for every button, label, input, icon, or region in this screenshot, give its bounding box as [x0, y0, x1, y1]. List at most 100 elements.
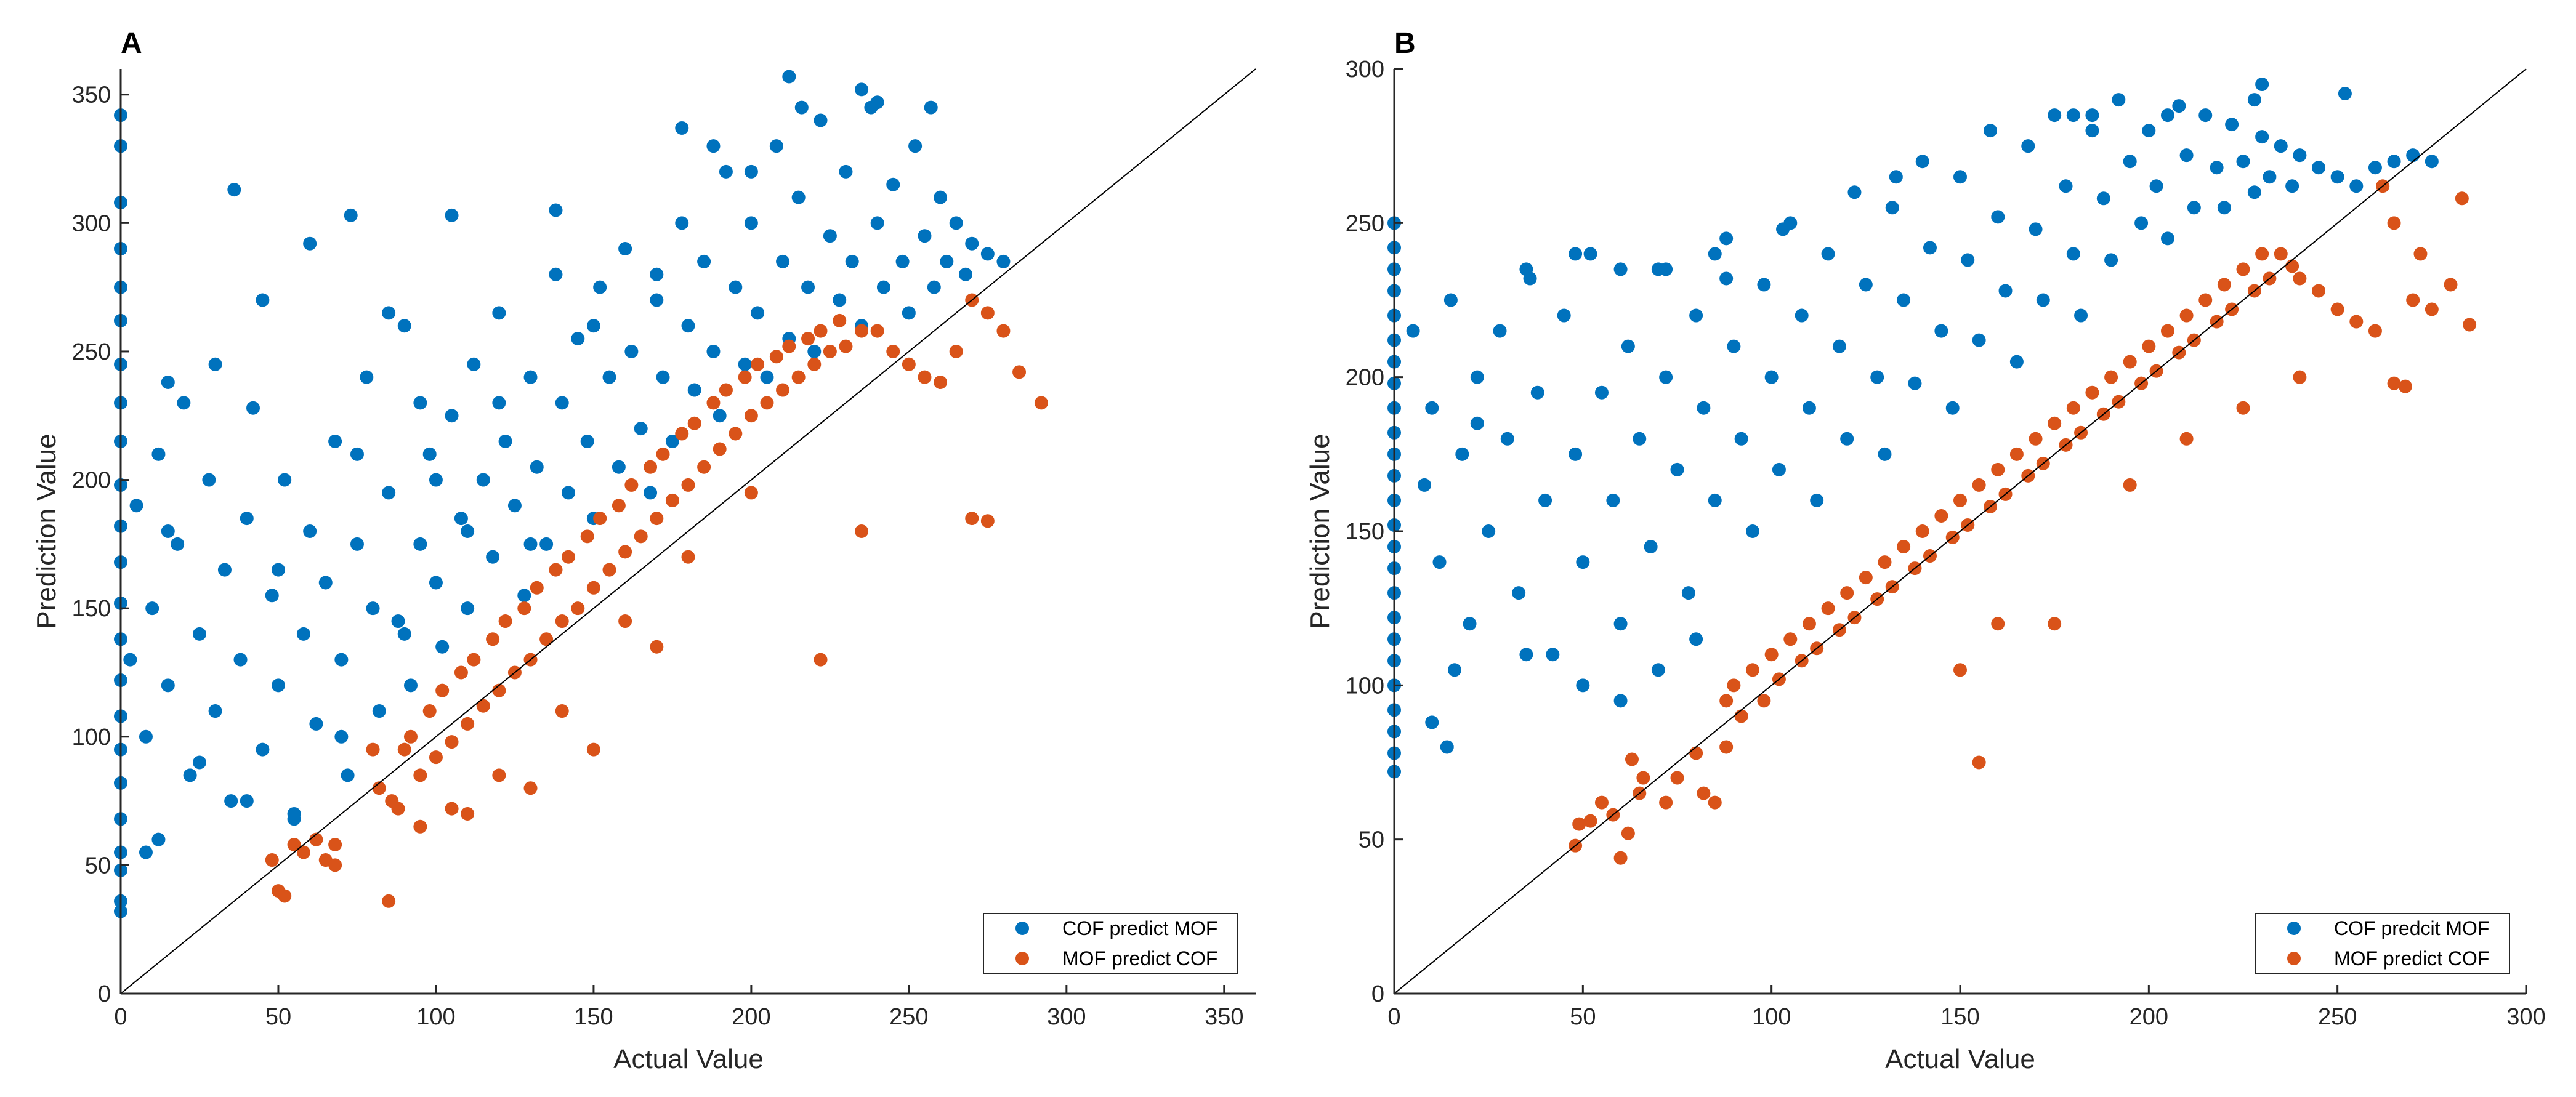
data-point [801, 332, 815, 346]
data-point [1659, 795, 1673, 810]
data-point [1443, 293, 1458, 307]
data-point [2255, 78, 2269, 92]
data-point [309, 832, 323, 846]
data-point [593, 280, 607, 294]
data-point [1572, 817, 1586, 831]
data-point [2085, 385, 2099, 400]
data-point [1991, 462, 2005, 476]
data-point [2263, 170, 2277, 184]
data-point [833, 293, 847, 307]
data-point [706, 344, 721, 358]
data-point [2255, 130, 2269, 144]
data-point [2312, 161, 2326, 175]
data-point [996, 254, 1011, 268]
panel-a-y-tick-label: 100 [72, 725, 111, 750]
data-point [1897, 293, 1911, 307]
data-point [2274, 247, 2288, 261]
data-point [2368, 161, 2382, 175]
data-point [634, 529, 648, 544]
panel-a-x-tick-label: 300 [1047, 1004, 1086, 1030]
data-point [902, 306, 916, 320]
data-point [2312, 284, 2326, 298]
data-point [1847, 185, 1862, 199]
panel-a-y-tick-label: 200 [72, 468, 111, 494]
data-point [1810, 493, 1824, 507]
data-point [555, 396, 569, 410]
panel-b-y-ticks: 0 50 100 150 200 250 300 [1346, 57, 1403, 1007]
data-point [713, 409, 727, 423]
data-point [1734, 709, 1748, 723]
data-point [233, 653, 248, 667]
data-point [2123, 155, 2137, 169]
data-point [2406, 148, 2420, 163]
data-point [650, 293, 664, 307]
panel-b-x-tick-label: 150 [1940, 1004, 1979, 1030]
data-point [2387, 155, 2401, 169]
data-point [823, 344, 837, 358]
data-point [454, 665, 468, 680]
data-point [2293, 271, 2307, 286]
data-point [1953, 493, 1967, 507]
data-point [687, 416, 701, 430]
data-point [1821, 247, 1835, 261]
data-point [2285, 179, 2299, 193]
data-point [492, 306, 506, 320]
data-point [2236, 401, 2250, 415]
data-point [650, 267, 664, 281]
data-point [382, 306, 396, 320]
data-point [612, 460, 626, 474]
data-point [303, 524, 317, 538]
data-point [644, 460, 658, 474]
data-point [886, 177, 900, 191]
data-point [769, 139, 783, 153]
data-point [1659, 370, 1673, 384]
data-point [145, 601, 159, 616]
data-point [713, 442, 727, 456]
data-point [1719, 271, 1734, 286]
panel-b-y-tick-label: 150 [1346, 519, 1384, 545]
data-point [814, 113, 828, 127]
data-point [706, 139, 721, 153]
data-point [161, 524, 175, 538]
data-point [1840, 432, 1854, 446]
data-point [2179, 148, 2194, 163]
data-point [1908, 376, 1922, 390]
data-point [1546, 648, 1560, 662]
data-point [1034, 396, 1048, 410]
data-point [429, 750, 443, 765]
data-point [1470, 370, 1484, 384]
data-point [2444, 278, 2458, 292]
data-point [287, 806, 301, 821]
data-point [1636, 771, 1650, 785]
panel-b-x-tick-label: 200 [2130, 1004, 2168, 1030]
data-point [161, 376, 175, 390]
data-point [681, 478, 695, 492]
data-point [1440, 740, 1454, 754]
panel-b-legend-marker-cof [2287, 922, 2301, 935]
data-point [328, 838, 342, 852]
data-point [2330, 170, 2344, 184]
data-point [1569, 247, 1583, 261]
panel-b-points [1387, 78, 2477, 865]
data-point [2187, 201, 2201, 215]
data-point [1708, 493, 1722, 507]
data-point [2225, 118, 2239, 132]
data-point [675, 216, 689, 230]
data-point [1802, 617, 1816, 631]
data-point [1697, 401, 1711, 415]
data-point [586, 742, 600, 757]
data-point [1500, 432, 1514, 446]
data-point [855, 324, 869, 338]
data-point [2236, 155, 2250, 169]
data-point [2085, 124, 2099, 138]
data-point [2210, 161, 2224, 175]
data-point [139, 729, 153, 744]
data-point [492, 683, 506, 697]
data-point [618, 614, 632, 629]
data-point [1953, 663, 1967, 677]
data-point [602, 370, 616, 384]
panel-b-x-tick-label: 0 [1387, 1004, 1400, 1030]
panel-a-y-tick-label: 350 [72, 82, 111, 108]
data-point [2236, 262, 2250, 276]
data-point [738, 370, 752, 384]
